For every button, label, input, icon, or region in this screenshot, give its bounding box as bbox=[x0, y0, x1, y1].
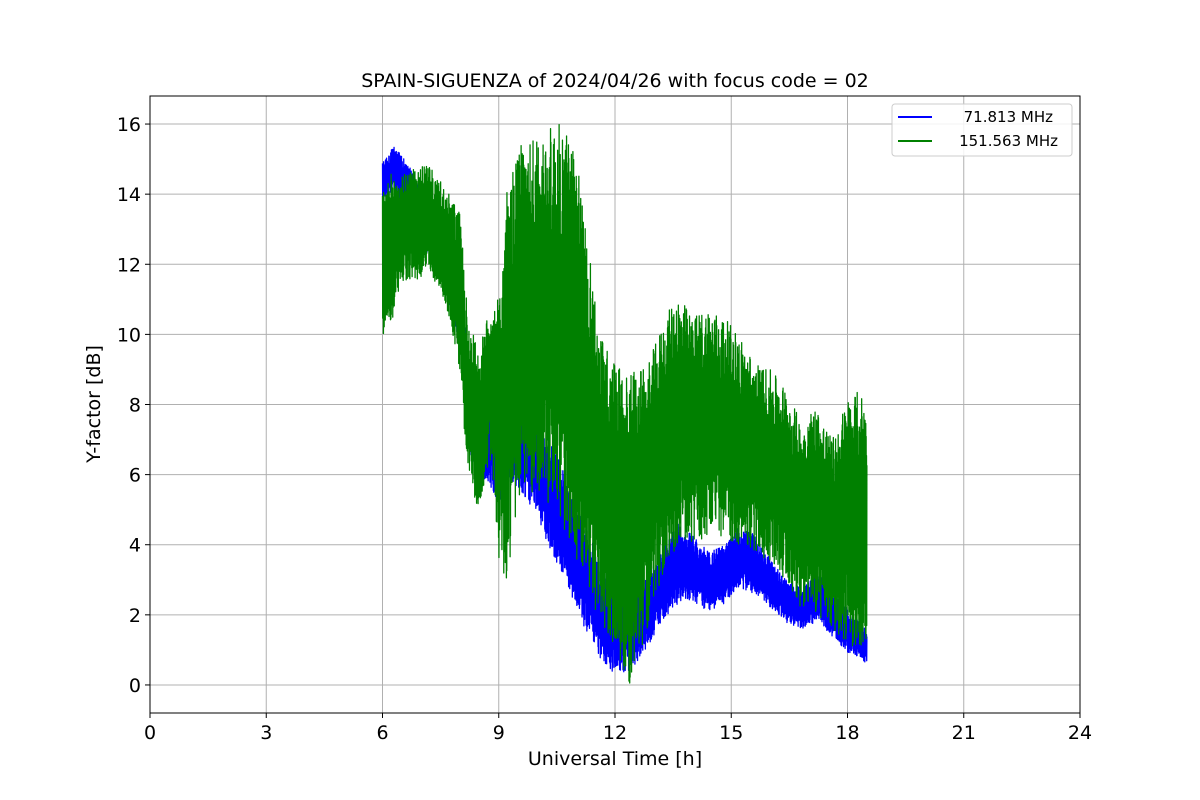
legend-label-series-2: 151.563 MHz bbox=[959, 132, 1058, 150]
x-tick-label: 0 bbox=[144, 722, 156, 744]
x-axis-label: Universal Time [h] bbox=[528, 748, 702, 770]
y-tick-label: 14 bbox=[117, 184, 141, 206]
y-tick-label: 4 bbox=[129, 535, 141, 557]
plot-area bbox=[381, 123, 868, 684]
x-tick-label: 6 bbox=[376, 722, 388, 744]
y-tick-label: 0 bbox=[129, 675, 141, 697]
x-tick-label: 12 bbox=[603, 722, 627, 744]
x-tick-label: 18 bbox=[835, 722, 859, 744]
legend: 71.813 MHz 151.563 MHz bbox=[891, 103, 1073, 157]
x-tick-label: 9 bbox=[493, 722, 505, 744]
y-tick-label: 16 bbox=[117, 114, 141, 136]
x-tick-label: 15 bbox=[719, 722, 743, 744]
y-tick-label: 12 bbox=[117, 254, 141, 276]
chart-title: SPAIN-SIGUENZA of 2024/04/26 with focus … bbox=[361, 70, 869, 92]
y-tick-label: 2 bbox=[129, 605, 141, 627]
x-tick-label: 24 bbox=[1068, 722, 1092, 744]
legend-box bbox=[891, 103, 1073, 157]
x-tick-label: 3 bbox=[260, 722, 272, 744]
legend-label-series-1: 71.813 MHz bbox=[964, 108, 1053, 126]
y-tick-label: 8 bbox=[129, 395, 141, 417]
y-axis-label: Y-factor [dB] bbox=[83, 345, 105, 464]
y-tick-label: 10 bbox=[117, 324, 141, 346]
x-tick-label: 21 bbox=[952, 722, 976, 744]
series-line-2 bbox=[381, 123, 868, 684]
y-tick-label: 6 bbox=[129, 465, 141, 487]
